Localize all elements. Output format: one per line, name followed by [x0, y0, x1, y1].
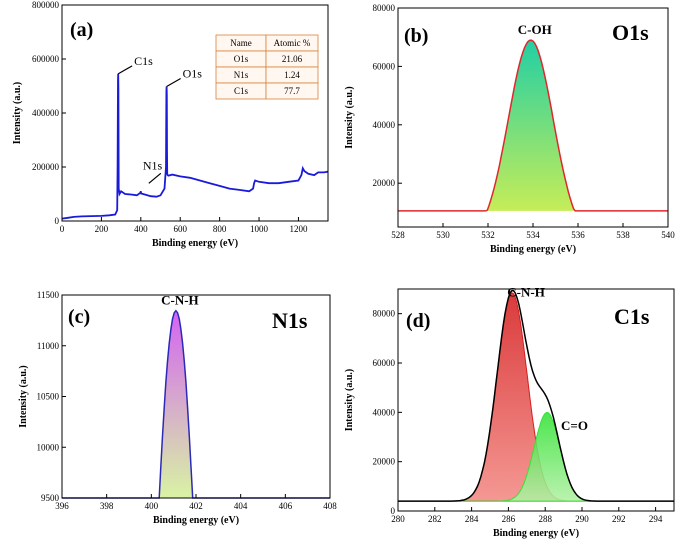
y-tick-label: 0 — [55, 216, 60, 226]
y-tick-label: 0 — [391, 506, 396, 516]
x-axis-label: Binding energy (eV) — [490, 244, 576, 255]
y-tick-label: 10000 — [37, 442, 60, 452]
x-tick-label: 530 — [436, 230, 450, 240]
panel-b: 528 530 532 534 536 538 540 20000 40000 60000 8000… — [344, 3, 675, 255]
x-tick-label: 538 — [616, 230, 630, 240]
y-tick-label: 9500 — [41, 493, 60, 503]
annotation-label: C-N-H — [507, 285, 545, 300]
y-tick-label: 600000 — [32, 54, 60, 64]
y-tick-label: 10500 — [37, 392, 60, 402]
x-tick-label: 200 — [95, 224, 109, 234]
y-tick-label: 800000 — [32, 0, 60, 10]
x-tick-label: 406 — [279, 501, 293, 511]
panel-c: 396 398 400 402 404 406 408 9500 10000 10500 11000… — [18, 290, 337, 526]
table-value: 77.7 — [284, 86, 300, 96]
x-tick-label: 800 — [213, 224, 227, 234]
x-tick-label: 536 — [571, 230, 585, 240]
y-axis-label: Intensity (a.u.) — [18, 365, 29, 428]
x-tick-label: 284 — [465, 514, 479, 524]
peak-area-0 — [398, 40, 668, 211]
annotation-label: C=O — [561, 418, 588, 433]
x-axis-label: Binding energy (eV) — [153, 515, 239, 526]
annotation-leader — [148, 172, 162, 184]
x-tick-label: 282 — [428, 514, 442, 524]
x-tick-label: 0 — [60, 224, 65, 234]
x-tick-label: 396 — [55, 501, 69, 511]
atomic-table: Name Atomic % O1s 21.06 N1s 1.24 C1s 77.7 — [215, 34, 319, 100]
table-cell — [265, 82, 319, 100]
x-tick-label: 402 — [189, 501, 203, 511]
y-tick-label: 11000 — [37, 341, 60, 351]
annotation-leader — [117, 65, 133, 75]
x-tick-label: 1000 — [250, 224, 269, 234]
panel-d: 280 282 284 286 288 290 292 294 0 20000 40000 60000… — [344, 285, 675, 539]
y-tick-label: 20000 — [373, 457, 396, 467]
x-tick-label: 288 — [538, 514, 552, 524]
x-tick-label: 600 — [173, 224, 187, 234]
panel-label: (b) — [404, 25, 428, 47]
table-value: 1.24 — [284, 70, 300, 80]
x-tick-label: 290 — [575, 514, 589, 524]
y-tick-label: 200000 — [32, 162, 60, 172]
peak-area-1 — [398, 411, 674, 502]
y-tick-label: 60000 — [373, 358, 396, 368]
panel-label: (a) — [70, 19, 93, 41]
y-tick-label: 40000 — [373, 407, 396, 417]
x-tick-label: 292 — [612, 514, 626, 524]
panel-title: O1s — [612, 20, 649, 45]
table-value: O1s — [234, 54, 249, 64]
annotation-label: C-N-H — [161, 293, 199, 308]
x-tick-label: 400 — [145, 501, 159, 511]
annotation-label: N1s — [143, 158, 163, 172]
y-tick-label: 20000 — [373, 178, 396, 188]
x-tick-label: 404 — [234, 501, 248, 511]
x-tick-label: 286 — [502, 514, 516, 524]
x-tick-label: 398 — [100, 501, 114, 511]
x-axis-label: Binding energy (eV) — [493, 528, 579, 539]
y-tick-label: 60000 — [373, 61, 396, 71]
y-tick-label: 80000 — [373, 3, 396, 13]
annotation-label: C1s — [134, 54, 153, 68]
panel-label: (c) — [68, 306, 90, 328]
plot-frame — [397, 288, 675, 512]
y-tick-label: 80000 — [373, 309, 396, 319]
x-tick-label: 408 — [323, 501, 337, 511]
table-value: 21.06 — [282, 54, 303, 64]
x-axis-label: Binding energy (eV) — [152, 238, 238, 249]
panel-title: C1s — [614, 304, 650, 329]
peak-area-0 — [62, 310, 330, 498]
y-axis-label: Intensity (a.u.) — [12, 82, 23, 145]
x-tick-label: 532 — [481, 230, 495, 240]
series-line-0 — [61, 73, 329, 220]
annotation-label: C-OH — [518, 22, 552, 37]
envelope-line — [398, 39, 668, 212]
x-tick-label: 294 — [649, 514, 663, 524]
y-tick-label: 11500 — [37, 290, 60, 300]
y-axis-label: Intensity (a.u.) — [344, 369, 355, 432]
table-value: C1s — [234, 86, 249, 96]
table-value: N1s — [234, 70, 249, 80]
table-header: Name — [230, 38, 252, 48]
x-tick-label: 1200 — [289, 224, 308, 234]
x-tick-label: 400 — [134, 224, 148, 234]
annotation-label: O1s — [183, 67, 203, 81]
x-tick-label: 540 — [661, 230, 675, 240]
y-tick-label: 400000 — [32, 108, 60, 118]
envelope-line — [62, 309, 330, 499]
panel-a: 0 200 400 600 800 1000 1200 0 200000 400000 600000… — [12, 0, 329, 249]
x-tick-label: 280 — [391, 514, 405, 524]
y-axis-label: Intensity (a.u.) — [344, 86, 355, 149]
envelope-line — [398, 289, 674, 502]
table-header: Atomic % — [274, 38, 311, 48]
annotation-leader — [166, 78, 181, 88]
panel-label: (d) — [406, 310, 430, 332]
x-tick-label: 534 — [526, 230, 540, 240]
x-tick-label: 528 — [391, 230, 405, 240]
y-tick-label: 40000 — [373, 120, 396, 130]
panel-title: N1s — [272, 308, 308, 333]
